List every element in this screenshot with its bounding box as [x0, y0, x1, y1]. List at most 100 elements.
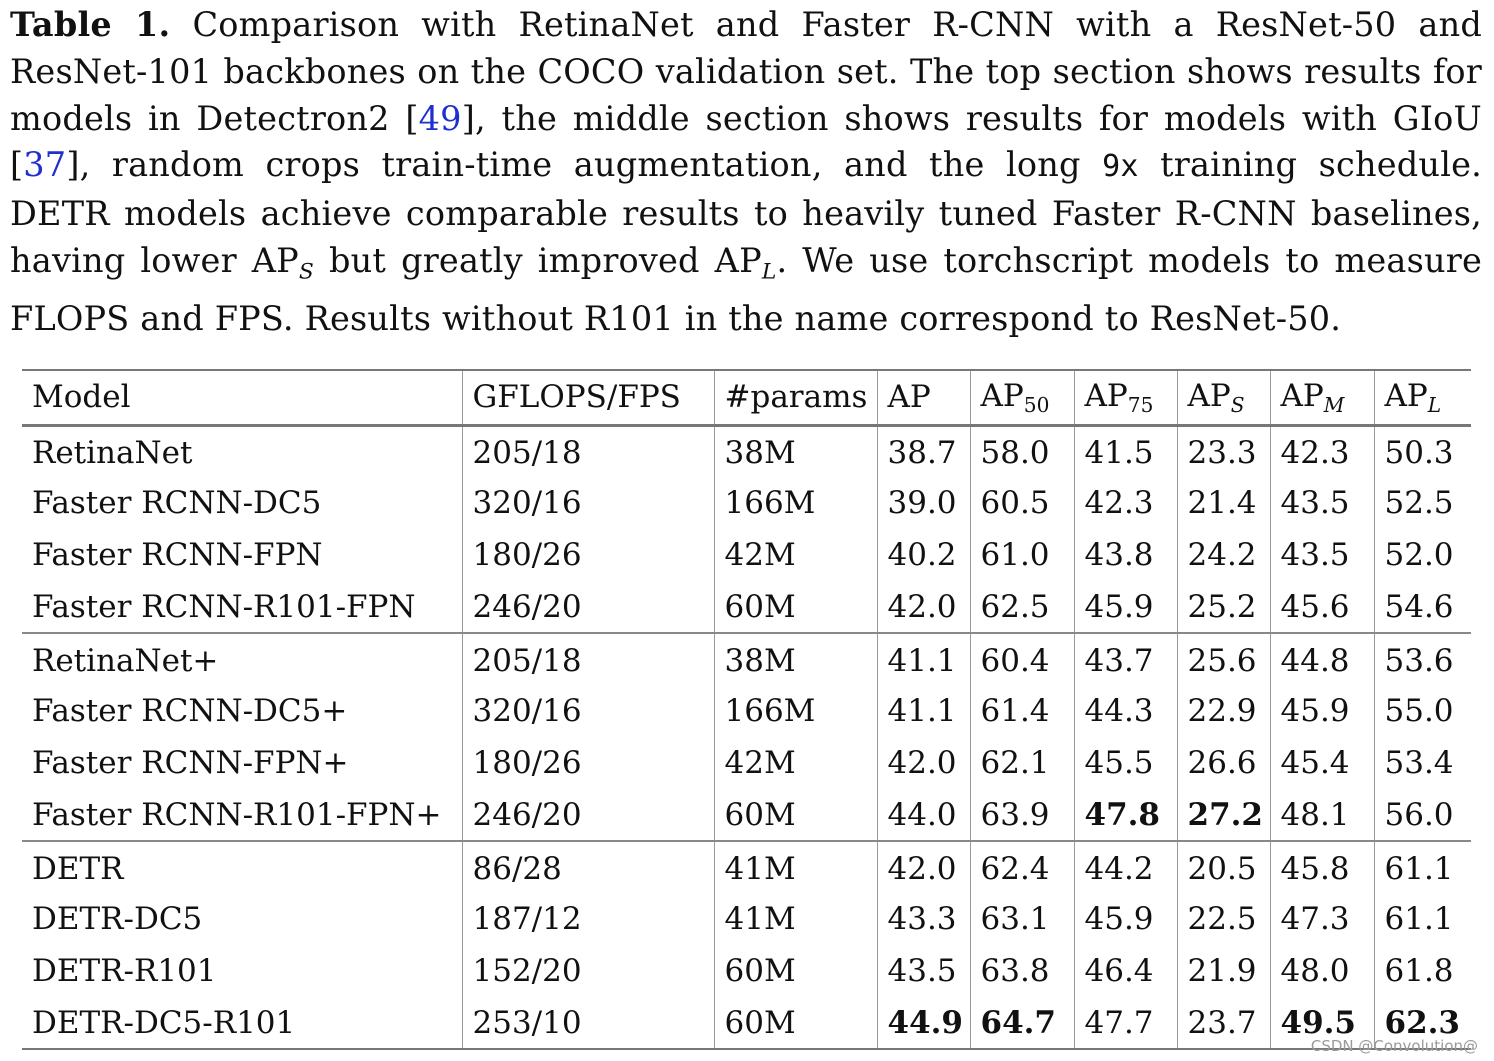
cell-model: DETR: [22, 840, 462, 893]
cell-ap75: 44.3: [1073, 685, 1177, 737]
cell-apm: 45.8: [1269, 840, 1374, 893]
caption-text: but greatly improved AP: [314, 240, 762, 280]
table-row: DETR-DC5-R101 253/10 60M 44.9 64.7 47.7 23.7 49…: [22, 997, 1471, 1050]
cell-gflops: 205/18: [461, 632, 714, 685]
cell-apm: 49.5: [1269, 997, 1374, 1050]
cell-apm: 44.8: [1269, 632, 1374, 685]
cell-gflops: 187/12: [461, 893, 714, 945]
cell-aps: 21.9: [1176, 945, 1270, 997]
cell-ap: 42.0: [876, 737, 970, 789]
table-row: Faster RCNN-R101-FPN 246/20 60M 42.0 62.5 45.…: [22, 581, 1471, 633]
cell-ap: 41.1: [876, 632, 970, 685]
cell-apl: 53.6: [1373, 632, 1471, 685]
cell-ap50: 58.0: [969, 425, 1074, 477]
header-ap75: AP75: [1073, 369, 1177, 427]
cell-model: DETR-R101: [32, 953, 217, 989]
header-row: Model GFLOPS/FPS #params AP AP50 AP75 AP…: [22, 369, 1471, 427]
cell-gflops: 180/26: [461, 737, 714, 789]
cell-apl: 61.8: [1373, 945, 1471, 997]
cell-ap75: 46.4: [1073, 945, 1177, 997]
table-row: RetinaNet 205/18 38M 38.7 58.0 41.5 23.3 42.3 50…: [22, 425, 1471, 477]
cell-params: 42M: [713, 737, 877, 789]
table-row: DETR-R101 152/20 60M 43.5 63.8 46.4 21.9 48.0 61…: [22, 945, 1471, 997]
caption-subscript: S: [298, 259, 315, 285]
cell-ap75: 47.7: [1073, 997, 1177, 1050]
caption-text: ], random crops train-time augmentation,…: [66, 145, 1103, 185]
cell-ap: 40.2: [876, 529, 970, 581]
cell-apm: 43.5: [1269, 477, 1374, 529]
caption-text: training schedule. DETR models achieve c…: [10, 145, 1482, 280]
cell-ap: 43.3: [876, 893, 970, 945]
cell-aps: 22.9: [1176, 685, 1270, 737]
cell-gflops: 180/26: [461, 529, 714, 581]
cell-gflops: 86/28: [461, 840, 714, 893]
cell-model: DETR-DC5: [32, 901, 203, 937]
table-row: Faster RCNN-FPN 180/26 42M 40.2 61.0 43.8 24.2…: [22, 529, 1471, 581]
header-params: #params: [713, 369, 877, 427]
caption-text: ], the middle section shows results for …: [10, 98, 1482, 185]
table-section: RetinaNet 205/18 38M 38.7 58.0 41.5 23.3 42.3 50…: [22, 425, 1471, 633]
cell-params: 38M: [713, 632, 877, 685]
cell-ap75: 44.2: [1073, 840, 1177, 893]
cell-params: 60M: [713, 789, 877, 841]
cell-apl: 62.3: [1373, 997, 1471, 1050]
cell-ap75: 45.5: [1073, 737, 1177, 789]
cell-ap: 44.9: [876, 997, 970, 1050]
cell-ap: 39.0: [876, 477, 970, 529]
cell-ap: 42.0: [876, 840, 970, 893]
cell-ap50: 64.7: [969, 997, 1074, 1050]
cell-params: 166M: [713, 685, 877, 737]
cell-apm: 45.9: [1269, 685, 1374, 737]
cell-apl: 52.0: [1373, 529, 1471, 581]
cell-model: Faster RCNN-DC5: [32, 485, 322, 521]
cell-ap50: 60.5: [969, 477, 1074, 529]
cell-ap75: 45.9: [1073, 893, 1177, 945]
cell-apl: 54.6: [1373, 581, 1471, 633]
cell-params: 41M: [713, 840, 877, 893]
cell-aps: 25.6: [1176, 632, 1270, 685]
cell-params: 60M: [713, 581, 877, 633]
cell-model: RetinaNet: [32, 434, 193, 471]
cell-apl: 53.4: [1373, 737, 1471, 789]
cell-ap50: 62.5: [969, 581, 1074, 633]
cell-ap: 38.7: [876, 425, 970, 477]
header-apl: APL: [1373, 369, 1471, 427]
citation-link[interactable]: 37: [23, 145, 67, 185]
cell-aps: 23.7: [1176, 997, 1270, 1050]
cell-aps: 25.2: [1176, 581, 1270, 633]
table-caption: Table 1. Comparison with RetinaNet and F…: [10, 2, 1482, 343]
cell-ap75: 43.8: [1073, 529, 1177, 581]
citation-link[interactable]: 49: [418, 98, 462, 138]
table-row: Faster RCNN-R101-FPN+ 246/20 60M 44.0 63.9 47…: [22, 789, 1471, 841]
caption-text: . We use torchscript models to measure F…: [10, 240, 1482, 339]
cell-apl: 52.5: [1373, 477, 1471, 529]
cell-model: Faster RCNN-DC5+: [32, 693, 348, 729]
table-row: RetinaNet+ 205/18 38M 41.1 60.4 43.7 25.6 44.8 5…: [22, 632, 1471, 685]
cell-ap75: 43.7: [1073, 632, 1177, 685]
caption-label: Table 1.: [10, 5, 171, 44]
cell-apm: 47.3: [1269, 893, 1374, 945]
cell-aps: 27.2: [1176, 789, 1270, 841]
caption-subscript: L: [761, 259, 777, 285]
watermark: CSDN @Convolution@: [1310, 1037, 1478, 1055]
results-table: Model GFLOPS/FPS #params AP AP50 AP75 AP…: [22, 369, 1471, 1050]
table-row: DETR 86/28 41M 42.0 62.4 44.2 20.5 45.8 61.1: [22, 840, 1471, 893]
results-table-wrapper: Model GFLOPS/FPS #params AP AP50 AP75 AP…: [22, 369, 1471, 1050]
cell-ap50: 60.4: [969, 632, 1074, 685]
cell-model: Faster RCNN-R101-FPN: [32, 588, 416, 625]
cell-apm: 43.5: [1269, 529, 1374, 581]
cell-ap50: 61.0: [969, 529, 1074, 581]
table-row: Faster RCNN-DC5+ 320/16 166M 41.1 61.4 44.3 22…: [22, 685, 1471, 737]
table-header: Model GFLOPS/FPS #params AP AP50 AP75 AP…: [22, 369, 1471, 427]
cell-gflops: 246/20: [461, 789, 714, 841]
cell-ap50: 62.1: [969, 737, 1074, 789]
cell-apl: 50.3: [1373, 425, 1471, 477]
table-section: DETR 86/28 41M 42.0 62.4 44.2 20.5 45.8 61.1 DETR…: [22, 840, 1471, 1050]
cell-gflops: 253/10: [461, 997, 714, 1050]
header-ap50: AP50: [969, 369, 1074, 427]
table-row: Faster RCNN-FPN+ 180/26 42M 42.0 62.1 45.5 26.…: [22, 737, 1471, 789]
cell-params: 166M: [713, 477, 877, 529]
cell-gflops: 152/20: [461, 945, 714, 997]
cell-aps: 21.4: [1176, 477, 1270, 529]
cell-ap50: 63.8: [969, 945, 1074, 997]
